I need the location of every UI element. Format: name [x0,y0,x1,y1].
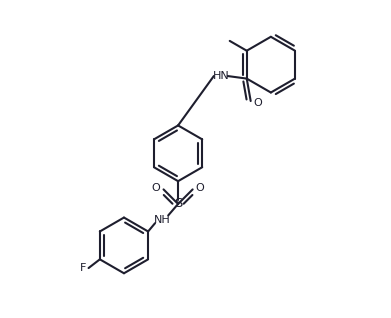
Text: F: F [80,263,86,273]
Text: O: O [196,183,204,192]
Text: O: O [152,183,160,192]
Text: HN: HN [212,71,229,81]
Text: NH: NH [154,215,170,225]
Text: O: O [253,98,262,107]
Text: S: S [174,197,182,211]
